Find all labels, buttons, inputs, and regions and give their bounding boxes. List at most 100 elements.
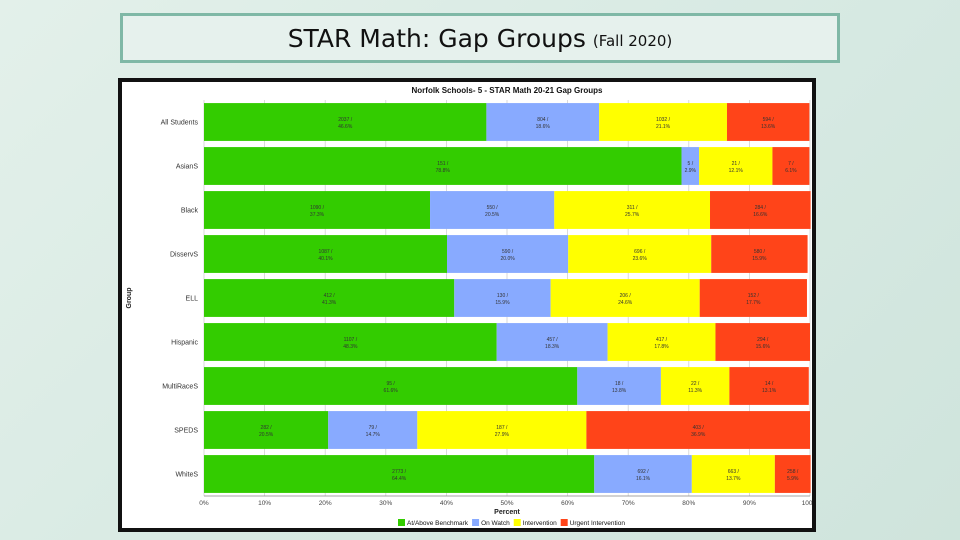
bar-count-label: 580 /: [754, 249, 766, 255]
bar-segment: [607, 323, 716, 361]
bar-count-label: 18 /: [615, 381, 624, 387]
bar-percent-label: 37.3%: [310, 212, 325, 218]
bar-segment: [774, 455, 811, 493]
bar-count-label: 457 /: [547, 337, 559, 343]
bar-percent-label: 13.1%: [762, 388, 777, 394]
x-tick-label: 20%: [319, 500, 332, 507]
bar-percent-label: 5.9%: [787, 476, 799, 482]
bar-segment: [204, 279, 455, 317]
bar-count-label: 294 /: [757, 337, 769, 343]
bar-percent-label: 13.6%: [761, 124, 776, 130]
bar-percent-label: 15.9%: [752, 256, 767, 262]
legend-label: On Watch: [481, 520, 510, 527]
bar-percent-label: 21.1%: [656, 124, 671, 130]
y-tick-label: MultiRaceS: [162, 384, 198, 391]
bar-segment: [204, 455, 595, 493]
bar-percent-label: 2.9%: [685, 168, 697, 174]
bar-percent-label: 14.7%: [366, 432, 381, 438]
bar-segment: [729, 367, 809, 405]
bar-segment: [577, 367, 661, 405]
bar-segment: [204, 367, 578, 405]
legend-label: Urgent Intervention: [570, 520, 626, 527]
bar-count-label: 804 /: [537, 117, 549, 123]
legend-label: At/Above Benchmark: [407, 520, 469, 527]
bar-percent-label: 25.7%: [625, 212, 640, 218]
bar-segment: [550, 279, 700, 317]
y-tick-label: WhiteS: [175, 472, 198, 479]
x-tick-label: 60%: [561, 500, 574, 507]
bar-count-label: 79 /: [369, 425, 378, 431]
bar-percent-label: 15.6%: [756, 344, 771, 350]
bar-count-label: 151 /: [437, 161, 449, 167]
slide-title-box: STAR Math: Gap Groups (Fall 2020): [120, 13, 840, 63]
bar-segment: [772, 147, 810, 185]
bar-percent-label: 15.9%: [495, 300, 510, 306]
bar-percent-label: 40.1%: [318, 256, 333, 262]
bar-segment: [204, 103, 487, 141]
bar-count-label: 284 /: [755, 205, 767, 211]
chart-title: Norfolk Schools- 5 - STAR Math 20-21 Gap…: [412, 86, 604, 95]
bar-segment: [204, 235, 448, 273]
bar-percent-label: 17.7%: [746, 300, 761, 306]
bar-count-label: 1087 /: [319, 249, 334, 255]
chart-frame: Norfolk Schools- 5 - STAR Math 20-21 Gap…: [118, 78, 816, 532]
bar-count-label: 187 /: [496, 425, 508, 431]
y-tick-label: All Students: [161, 120, 199, 127]
bar-percent-label: 64.4%: [392, 476, 407, 482]
bar-count-label: 594 /: [763, 117, 775, 123]
bar-count-label: 412 /: [324, 293, 336, 299]
bar-count-label: 550 /: [487, 205, 499, 211]
stacked-bar-chart: Norfolk Schools- 5 - STAR Math 20-21 Gap…: [126, 86, 812, 527]
bar-segment: [699, 279, 807, 317]
slide-subtitle: (Fall 2020): [592, 32, 673, 50]
bar-segment: [691, 455, 775, 493]
bar-percent-label: 78.8%: [436, 168, 451, 174]
bar-segment: [660, 367, 730, 405]
bar-segment: [711, 235, 808, 273]
bar-count-label: 2037 /: [338, 117, 353, 123]
legend-swatch: [513, 519, 521, 526]
bar-count-label: 1032 /: [656, 117, 671, 123]
bar-percent-label: 18.3%: [545, 344, 560, 350]
bar-count-label: 1107 /: [344, 337, 358, 343]
bar-segment: [204, 411, 329, 449]
y-tick-label: Hispanic: [171, 340, 198, 347]
bar-count-label: 692 /: [637, 469, 649, 475]
x-tick-label: 50%: [500, 500, 513, 507]
bar-count-label: 152 /: [748, 293, 760, 299]
bar-count-label: 95 /: [386, 381, 395, 387]
bar-segment: [710, 191, 811, 229]
bar-count-label: 5 /: [688, 161, 694, 167]
y-tick-label: AsianS: [176, 164, 199, 171]
bar-segment: [430, 191, 555, 229]
bar-percent-label: 20.0%: [501, 256, 516, 262]
y-tick-label: SPEDS: [174, 428, 198, 435]
bar-percent-label: 13.7%: [726, 476, 741, 482]
bar-segment: [328, 411, 418, 449]
bar-count-label: 2773 /: [392, 469, 407, 475]
slide-title: STAR Math: Gap Groups: [287, 23, 586, 53]
legend-swatch: [560, 519, 568, 526]
bar-percent-label: 16.1%: [636, 476, 651, 482]
bar-segment: [599, 103, 727, 141]
bar-count-label: 311 /: [627, 205, 638, 211]
x-axis-title: Percent: [494, 509, 520, 516]
bar-segment: [204, 323, 497, 361]
bar-segment: [715, 323, 810, 361]
bar-count-label: 22 /: [691, 381, 700, 387]
bar-percent-label: 23.6%: [633, 256, 648, 262]
legend-swatch: [472, 519, 480, 526]
bar-percent-label: 46.6%: [338, 124, 353, 130]
legend-label: Intervention: [523, 520, 557, 527]
bar-count-label: 206 /: [620, 293, 632, 299]
bar-percent-label: 48.3%: [343, 344, 358, 350]
bar-segment: [454, 279, 551, 317]
bar-segment: [699, 147, 773, 185]
y-tick-label: ELL: [186, 296, 199, 303]
bar-percent-label: 41.3%: [322, 300, 337, 306]
x-tick-label: 100%: [802, 500, 812, 507]
bar-percent-label: 12.1%: [729, 168, 744, 174]
y-tick-label: Black: [181, 208, 199, 215]
x-tick-label: 70%: [622, 500, 635, 507]
bar-count-label: 590 /: [502, 249, 514, 255]
